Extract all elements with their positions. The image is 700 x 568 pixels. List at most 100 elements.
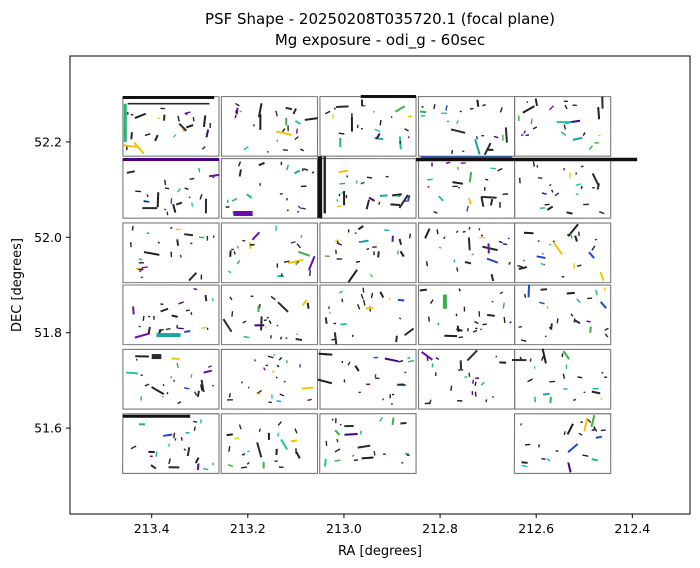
psf-stick — [522, 259, 526, 262]
psf-stick — [277, 301, 289, 313]
psf-stick — [378, 201, 381, 205]
psf-stick — [474, 139, 481, 155]
psf-stick — [424, 228, 431, 239]
psf-stick — [573, 319, 581, 325]
psf-stick — [207, 365, 213, 369]
psf-stick — [184, 233, 194, 237]
psf-stick — [294, 136, 299, 141]
psf-stick — [595, 289, 598, 296]
psf-stick — [146, 194, 149, 198]
psf-stick — [175, 201, 183, 206]
psf-stick — [466, 205, 469, 212]
y-tick-label: 52.0 — [34, 230, 62, 245]
psf-stick — [482, 104, 486, 107]
psf-stick — [591, 429, 595, 432]
psf-stick — [421, 351, 434, 361]
psf-stick — [573, 398, 577, 402]
psf-stick — [474, 381, 477, 386]
psf-stick — [185, 113, 188, 116]
psf-stick — [147, 326, 151, 334]
psf-stick — [176, 187, 182, 193]
psf-stick — [294, 119, 301, 126]
psf-stick — [278, 466, 284, 469]
psf-stick — [362, 287, 365, 293]
psf-sticks — [123, 96, 609, 473]
ccd-outline — [319, 158, 417, 219]
psf-stick — [502, 243, 508, 246]
ccd-outline — [319, 413, 417, 474]
psf-stick — [398, 238, 403, 246]
psf-stick — [563, 431, 566, 436]
psf-stick — [246, 462, 250, 465]
psf-stick — [573, 263, 576, 269]
psf-stick — [336, 438, 339, 443]
psf-stick — [580, 165, 584, 168]
x-tick-label: 213.2 — [230, 521, 266, 536]
psf-stick — [520, 339, 527, 342]
psf-stick — [236, 259, 241, 265]
psf-stick — [527, 378, 533, 383]
psf-stick — [443, 236, 446, 240]
ccd-outline — [513, 413, 612, 474]
psf-stick — [307, 255, 316, 271]
psf-stick — [419, 110, 427, 114]
psf-stick — [297, 205, 303, 210]
psf-stick — [209, 173, 220, 178]
psf-stick — [228, 446, 231, 452]
psf-stick — [317, 378, 333, 385]
psf-stick — [482, 245, 498, 252]
psf-stick — [226, 433, 233, 437]
psf-stick — [177, 115, 180, 122]
psf-stick — [201, 146, 206, 150]
psf-stick — [246, 193, 253, 199]
ccd-outline — [220, 96, 319, 157]
psf-stick — [301, 299, 308, 306]
psf-stick — [485, 178, 489, 181]
psf-stick — [157, 241, 161, 244]
psf-stick — [295, 128, 299, 134]
psf-stick — [398, 317, 402, 320]
psf-stick — [198, 167, 201, 173]
psf-stick — [234, 114, 237, 119]
ccd-outline — [514, 158, 612, 219]
psf-stick — [199, 194, 203, 200]
psf-stick — [486, 257, 499, 264]
psf-stick — [135, 358, 138, 361]
psf-stick — [599, 301, 607, 309]
psf-stick — [546, 205, 554, 211]
psf-stick — [296, 260, 299, 264]
psf-stick — [186, 124, 194, 129]
psf-stick — [176, 239, 180, 246]
psf-stick — [360, 181, 365, 185]
psf-stick — [303, 168, 309, 171]
psf-stick — [234, 437, 240, 440]
psf-stick — [399, 250, 405, 258]
psf-stick — [576, 298, 581, 304]
ccd-outline — [122, 284, 220, 346]
axes-frame — [69, 55, 691, 515]
psf-stick — [164, 179, 167, 186]
psf-stick — [300, 234, 303, 238]
psf-stick — [576, 264, 582, 267]
psf-stick — [263, 367, 266, 371]
psf-stick — [155, 451, 158, 457]
psf-stick — [458, 336, 464, 339]
psf-stick — [472, 379, 475, 384]
psf-stick — [550, 323, 553, 330]
psf-stick — [562, 373, 566, 379]
psf-stick — [508, 261, 512, 265]
psf-stick — [372, 246, 377, 249]
ccd-outline — [514, 222, 612, 284]
psf-stick — [238, 424, 242, 430]
psf-stick — [294, 428, 298, 434]
chart-subtitle: Mg exposure - odi_g - 60sec — [275, 31, 485, 50]
psf-stick — [188, 272, 198, 282]
psf-stick — [275, 110, 278, 117]
psf-stick — [130, 445, 137, 450]
psf-stick — [372, 110, 375, 113]
x-tick-label: 213.4 — [134, 521, 170, 536]
psf-stick — [548, 105, 554, 111]
psf-stick — [604, 327, 609, 331]
psf-stick — [191, 202, 194, 207]
